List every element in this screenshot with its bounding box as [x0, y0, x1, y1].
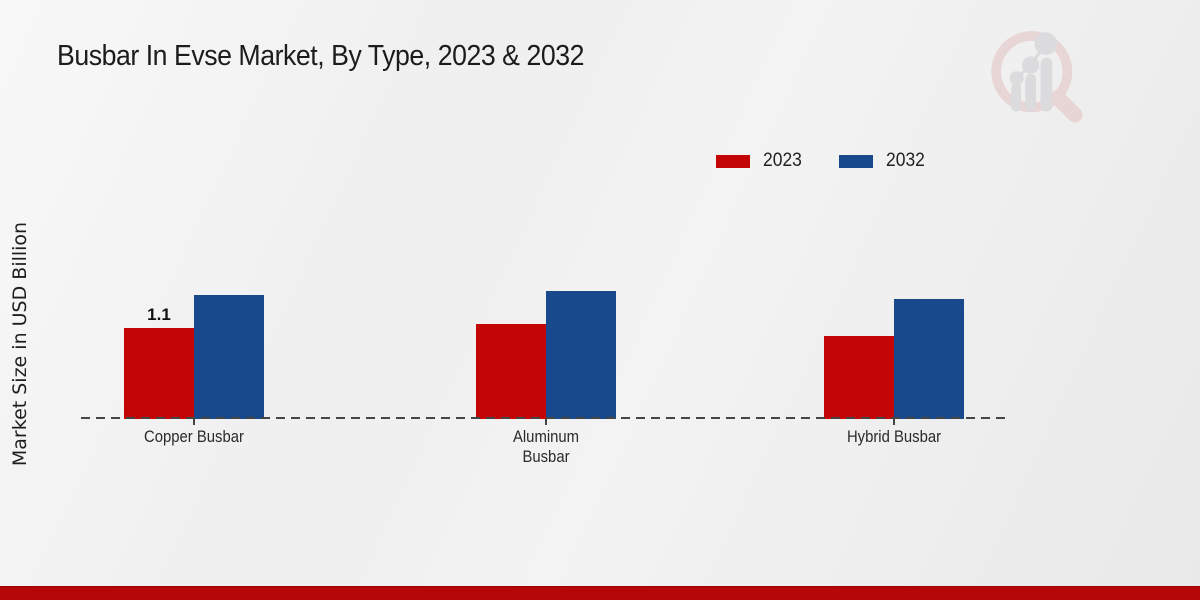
- bar-2032-aluminum-busbar: [546, 291, 616, 419]
- legend-item-2023: 2023: [716, 150, 805, 172]
- bar-2023-copper-busbar: [124, 328, 194, 419]
- value-label-2023-copper-busbar: 1.1: [147, 305, 171, 324]
- logo-dot-large-icon: [1034, 32, 1058, 55]
- category-label-aluminum-busbar: Aluminum Busbar: [512, 428, 580, 466]
- chart-title: Busbar In Evse Market, By Type, 2023 & 2…: [57, 40, 584, 72]
- legend-label-2032: 2032: [886, 150, 926, 171]
- logo-dot-small-icon: [1009, 71, 1024, 86]
- logo-dot-medium-icon: [1022, 56, 1040, 74]
- x-tick-aluminum-busbar: [545, 419, 547, 425]
- legend-label-2023: 2023: [763, 150, 802, 171]
- legend-item-2032: 2032: [839, 150, 928, 172]
- x-axis-dashed-baseline: [81, 417, 1006, 419]
- bar-2023-aluminum-busbar: [476, 324, 546, 419]
- category-label-copper-busbar: Copper Busbar: [144, 428, 244, 446]
- logo-bar-small-icon: [1011, 82, 1021, 112]
- legend-swatch-2023: [716, 154, 750, 168]
- legend-swatch-2032: [839, 154, 874, 168]
- footer-red-stripe: [0, 586, 1200, 600]
- logo-bar-large-icon: [1040, 57, 1053, 112]
- x-tick-hybrid-busbar: [893, 419, 895, 425]
- bar-2023-hybrid-busbar: [824, 336, 894, 419]
- x-tick-copper-busbar: [193, 419, 195, 425]
- legend: 2023 2032: [716, 150, 929, 172]
- bar-2032-copper-busbar: [194, 295, 264, 419]
- magnifier-bar-chart-logo: [991, 31, 1083, 123]
- magnifier-handle-icon: [1050, 90, 1083, 123]
- logo-bar-medium-icon: [1025, 73, 1037, 112]
- category-label-hybrid-busbar: Hybrid Busbar: [846, 428, 942, 446]
- bar-2032-hybrid-busbar: [894, 299, 964, 419]
